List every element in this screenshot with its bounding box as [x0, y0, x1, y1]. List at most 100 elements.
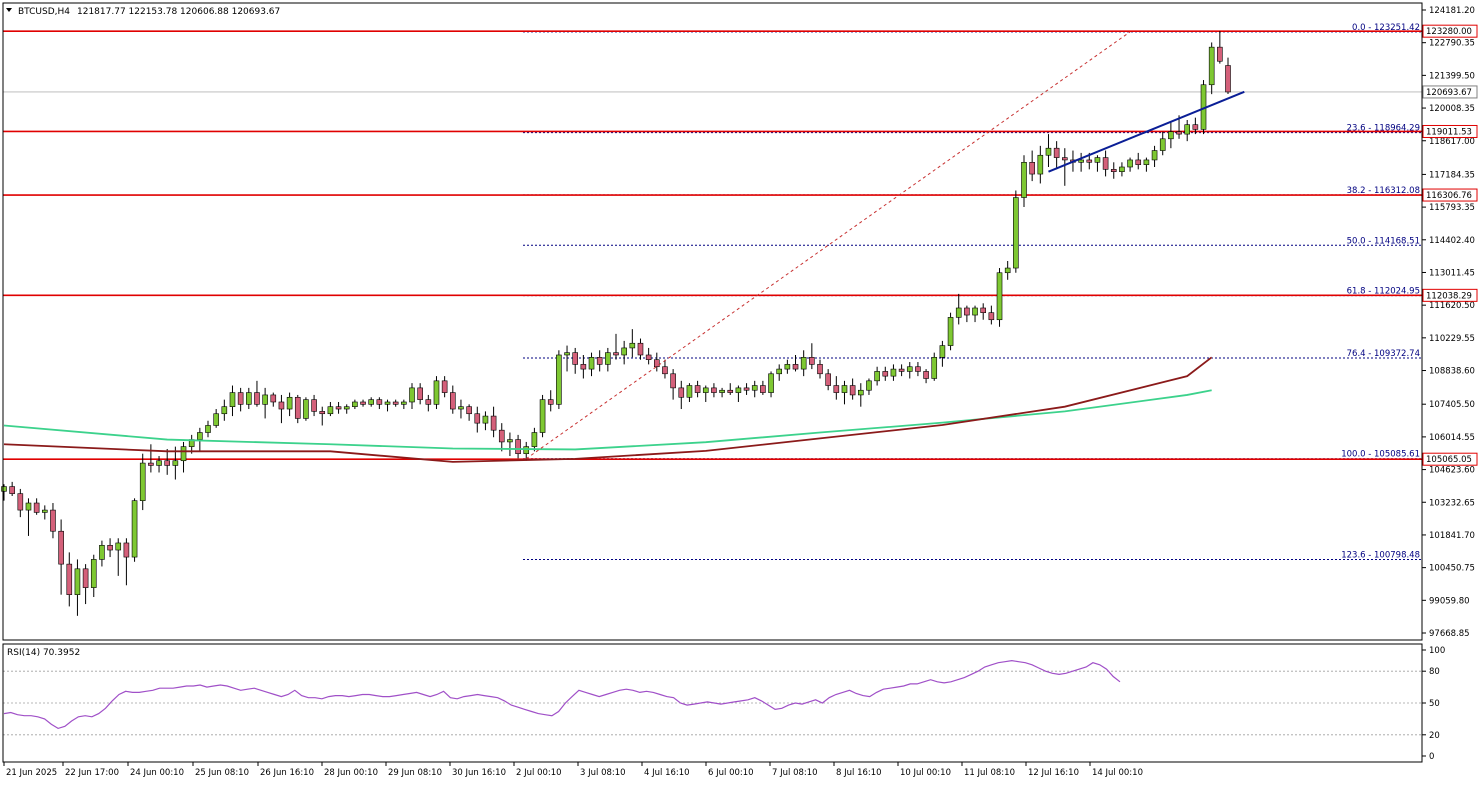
- time-axis-label: 6 Jul 00:10: [708, 768, 754, 778]
- bullish-candle: [229, 392, 236, 407]
- time-axis-label: 25 Jun 08:10: [195, 768, 249, 778]
- bearish-candle: [792, 364, 799, 370]
- bullish-candle: [74, 568, 81, 595]
- bullish-candle: [996, 272, 1003, 321]
- time-axis-label: 22 Jun 17:00: [65, 768, 119, 778]
- bearish-candle: [964, 307, 970, 316]
- rsi-axis-label: 100: [1429, 646, 1445, 656]
- fib-level-label: 23.6 - 118964.29: [1347, 124, 1420, 134]
- bullish-candle: [539, 399, 546, 433]
- bullish-candle: [433, 380, 440, 405]
- time-axis-label: 30 Jun 16:10: [452, 768, 506, 778]
- bearish-candle: [66, 563, 73, 595]
- bullish-candle: [931, 357, 938, 379]
- bullish-candle: [972, 307, 978, 316]
- bearish-candle: [1192, 124, 1199, 130]
- bearish-candle: [1176, 131, 1182, 135]
- bearish-candle: [727, 389, 734, 393]
- bullish-candle: [90, 559, 97, 588]
- bearish-candle: [311, 399, 317, 412]
- bearish-candle: [988, 312, 995, 321]
- support-trendline[interactable]: [1048, 90, 1245, 173]
- bearish-candle: [653, 359, 660, 368]
- price-axis-label: 110229.55: [1429, 334, 1475, 344]
- bullish-candle: [1119, 166, 1125, 172]
- bearish-candle: [360, 401, 366, 405]
- bullish-candle: [303, 399, 309, 419]
- bullish-candle: [343, 406, 350, 410]
- level-price-tag: [1422, 452, 1478, 466]
- bearish-candle: [613, 352, 619, 356]
- bullish-candle: [841, 385, 848, 393]
- bearish-candle: [490, 415, 497, 431]
- bearish-candle: [17, 493, 24, 511]
- bullish-candle: [776, 368, 783, 375]
- bearish-candle: [254, 392, 260, 405]
- bullish-candle: [1004, 267, 1011, 274]
- bearish-candle: [1135, 159, 1142, 165]
- bullish-candle: [629, 342, 636, 349]
- bullish-candle: [621, 347, 627, 356]
- level-price-tag: [1422, 124, 1478, 138]
- bearish-candle: [849, 385, 856, 396]
- price-axis-label: 99059.80: [1429, 596, 1470, 606]
- bullish-candle: [409, 387, 415, 403]
- price-axis-label: 118617.00: [1429, 137, 1475, 147]
- bullish-candle: [686, 385, 693, 398]
- price-axis-label: 120008.35: [1429, 104, 1475, 114]
- price-axis-label: 100450.75: [1429, 564, 1475, 574]
- bearish-candle: [743, 387, 750, 391]
- bullish-candle: [719, 389, 725, 393]
- bearish-candle: [441, 380, 448, 393]
- time-axis-label: 11 Jul 08:10: [964, 768, 1015, 778]
- time-axis-label: 12 Jul 16:10: [1028, 768, 1079, 778]
- bullish-candle: [1127, 159, 1133, 168]
- current-price-label: 120693.67: [1426, 88, 1472, 98]
- price-axis-label: 106014.55: [1429, 433, 1475, 443]
- bullish-candle: [197, 432, 203, 440]
- bullish-candle: [906, 366, 913, 372]
- bullish-candle: [1013, 197, 1019, 269]
- bearish-candle: [882, 371, 889, 377]
- bullish-candle: [458, 406, 464, 410]
- bullish-candle: [1021, 161, 1027, 198]
- moving-average-slow-line: [3, 356, 1213, 463]
- bearish-candle: [596, 357, 603, 365]
- bearish-candle: [662, 366, 668, 375]
- rsi-axis-label: 80: [1429, 667, 1440, 677]
- fib-level-label: 76.4 - 109372.74: [1347, 349, 1420, 359]
- bullish-candle: [874, 371, 880, 382]
- bullish-candle: [1, 486, 7, 492]
- price-axis-label: 122790.35: [1429, 39, 1475, 49]
- bullish-candle: [768, 373, 774, 393]
- rsi-axis-label: 20: [1429, 731, 1440, 741]
- collapse-triangle-icon[interactable]: [6, 8, 12, 12]
- fib-level-label: 100.0 - 105085.61: [1341, 450, 1420, 460]
- price-axis-label: 124181.20: [1429, 6, 1475, 16]
- bullish-candle: [131, 500, 138, 558]
- bearish-candle: [1217, 46, 1223, 62]
- bearish-candle: [498, 429, 505, 443]
- bearish-candle: [1225, 65, 1231, 93]
- price-axis-label: 104623.60: [1429, 466, 1475, 476]
- rsi-axis-label: 50: [1429, 699, 1440, 709]
- rsi-label: RSI(14) 70.3952: [7, 648, 80, 658]
- time-axis-label: 28 Jun 00:10: [324, 768, 378, 778]
- bullish-candle: [1184, 124, 1190, 135]
- bearish-candle: [898, 368, 905, 372]
- price-axis-label: 107405.50: [1429, 400, 1475, 410]
- bullish-candle: [564, 352, 570, 356]
- bearish-candle: [915, 366, 921, 372]
- bearish-candle: [392, 401, 399, 405]
- bullish-candle: [221, 406, 228, 415]
- bullish-candle: [800, 357, 807, 370]
- bullish-candle: [531, 432, 538, 447]
- bullish-candle: [401, 401, 407, 405]
- price-axis-label: 103232.65: [1429, 498, 1475, 508]
- bearish-candle: [50, 509, 56, 532]
- bearish-candle: [645, 354, 652, 360]
- level-price-tag-label: 105065.05: [1426, 455, 1472, 465]
- bearish-candle: [670, 373, 676, 389]
